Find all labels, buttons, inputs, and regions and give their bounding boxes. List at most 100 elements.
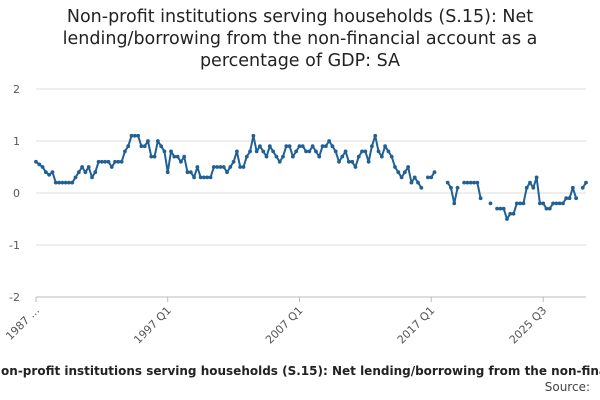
data-point bbox=[96, 159, 101, 164]
data-point bbox=[251, 133, 256, 138]
data-point bbox=[34, 159, 38, 164]
data-point bbox=[244, 154, 249, 159]
data-point bbox=[419, 185, 424, 190]
data-point bbox=[304, 149, 308, 154]
data-point bbox=[416, 180, 420, 185]
data-point bbox=[294, 149, 299, 154]
data-point bbox=[86, 165, 91, 169]
data-point bbox=[468, 180, 473, 185]
data-point bbox=[370, 144, 374, 149]
y-tick-label: 1 bbox=[13, 135, 20, 148]
data-point bbox=[218, 165, 223, 169]
data-point bbox=[146, 139, 150, 143]
data-point bbox=[340, 154, 345, 159]
data-point bbox=[330, 144, 335, 149]
data-point bbox=[570, 185, 575, 190]
data-point bbox=[119, 159, 124, 164]
data-point bbox=[175, 154, 180, 159]
data-point bbox=[162, 149, 167, 154]
data-point bbox=[113, 159, 117, 164]
data-point bbox=[83, 170, 88, 175]
data-point bbox=[373, 133, 378, 138]
data-point bbox=[333, 149, 338, 154]
data-point bbox=[195, 165, 200, 169]
data-point bbox=[277, 159, 282, 164]
data-point bbox=[248, 149, 252, 154]
data-point bbox=[531, 185, 536, 190]
data-point bbox=[534, 175, 539, 180]
data-point bbox=[300, 144, 305, 149]
legend: Non-profit institutions serving househol… bbox=[0, 362, 600, 380]
data-point bbox=[343, 149, 348, 154]
data-point bbox=[80, 165, 85, 169]
data-point bbox=[389, 154, 394, 159]
data-point bbox=[93, 170, 98, 175]
data-point bbox=[63, 180, 68, 185]
data-point bbox=[541, 201, 546, 206]
data-point bbox=[360, 149, 364, 154]
data-point bbox=[356, 154, 361, 159]
data-point bbox=[426, 175, 430, 180]
chart-title-line-1: Non-profit institutions serving househol… bbox=[66, 7, 534, 27]
data-point bbox=[53, 180, 58, 185]
data-point bbox=[70, 180, 75, 185]
data-point bbox=[169, 149, 173, 154]
data-point bbox=[238, 165, 243, 169]
x-tick-label: 2025 Q3 bbox=[507, 304, 550, 347]
gridlines bbox=[36, 88, 586, 298]
series-line bbox=[35, 134, 423, 189]
data-point bbox=[221, 165, 226, 169]
data-point bbox=[564, 196, 569, 201]
series-layer bbox=[34, 133, 588, 221]
x-tick-label: 1987 ... bbox=[3, 304, 42, 343]
data-point bbox=[537, 201, 542, 206]
data-point bbox=[67, 180, 71, 185]
data-point bbox=[99, 159, 104, 164]
data-point bbox=[366, 159, 371, 164]
data-point bbox=[182, 154, 187, 159]
data-point bbox=[205, 175, 210, 180]
data-point bbox=[314, 149, 318, 154]
data-point bbox=[432, 170, 437, 175]
legend-label: Non-profit institutions serving househol… bbox=[0, 364, 600, 378]
data-point bbox=[495, 206, 499, 211]
data-point bbox=[429, 175, 434, 180]
data-point bbox=[73, 175, 78, 180]
data-point bbox=[514, 201, 519, 206]
series-line bbox=[446, 182, 459, 205]
data-point bbox=[475, 180, 480, 185]
data-point bbox=[290, 154, 295, 159]
data-point bbox=[376, 149, 381, 154]
data-point bbox=[215, 165, 220, 169]
data-point bbox=[557, 201, 562, 206]
x-tick-label: 1997 Q1 bbox=[131, 304, 174, 347]
data-point bbox=[103, 159, 108, 164]
data-point bbox=[353, 165, 358, 169]
data-point bbox=[136, 133, 141, 138]
data-point bbox=[179, 159, 183, 164]
data-point bbox=[274, 154, 279, 159]
data-point bbox=[307, 149, 312, 154]
chart-title-line-2: lending/borrowing from the non-financial… bbox=[62, 29, 538, 49]
data-point bbox=[40, 165, 45, 169]
data-point bbox=[406, 165, 411, 169]
data-point bbox=[547, 206, 552, 211]
data-point bbox=[350, 159, 355, 164]
data-point bbox=[511, 211, 516, 216]
data-point bbox=[231, 159, 236, 164]
y-tick-label: -2 bbox=[9, 291, 20, 304]
data-point bbox=[109, 165, 114, 169]
data-point bbox=[396, 170, 401, 175]
data-point bbox=[452, 201, 457, 206]
data-point bbox=[271, 149, 276, 154]
x-tick-label: 2007 Q1 bbox=[263, 304, 306, 347]
data-point bbox=[465, 180, 470, 185]
y-tick-label: -1 bbox=[9, 239, 20, 252]
data-point bbox=[574, 196, 579, 201]
data-point bbox=[106, 159, 111, 164]
data-point bbox=[488, 201, 493, 206]
data-point bbox=[152, 154, 157, 159]
data-point bbox=[57, 180, 61, 185]
data-point bbox=[123, 149, 127, 154]
